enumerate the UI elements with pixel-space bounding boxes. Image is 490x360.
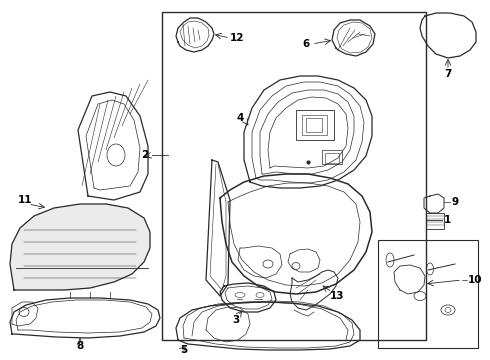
- Text: 1: 1: [444, 215, 451, 225]
- Polygon shape: [10, 204, 150, 290]
- Text: 12: 12: [230, 33, 245, 43]
- Text: 13: 13: [330, 291, 344, 301]
- Text: 5: 5: [180, 345, 187, 355]
- Bar: [296, 110, 334, 140]
- Text: 9: 9: [452, 197, 459, 207]
- Text: 7: 7: [444, 69, 452, 79]
- Text: 10: 10: [468, 275, 483, 285]
- Text: 11: 11: [18, 195, 32, 205]
- Bar: [302, 115, 327, 135]
- Text: 8: 8: [76, 341, 84, 351]
- Text: 4: 4: [237, 113, 244, 123]
- Text: 6: 6: [303, 39, 310, 49]
- Bar: [306, 118, 322, 132]
- Bar: [162, 12, 426, 340]
- Bar: [325, 153, 339, 163]
- Text: 3: 3: [232, 315, 240, 325]
- Bar: [426, 213, 444, 229]
- Bar: [378, 240, 478, 348]
- Bar: [322, 150, 342, 164]
- Text: 2: 2: [141, 150, 148, 160]
